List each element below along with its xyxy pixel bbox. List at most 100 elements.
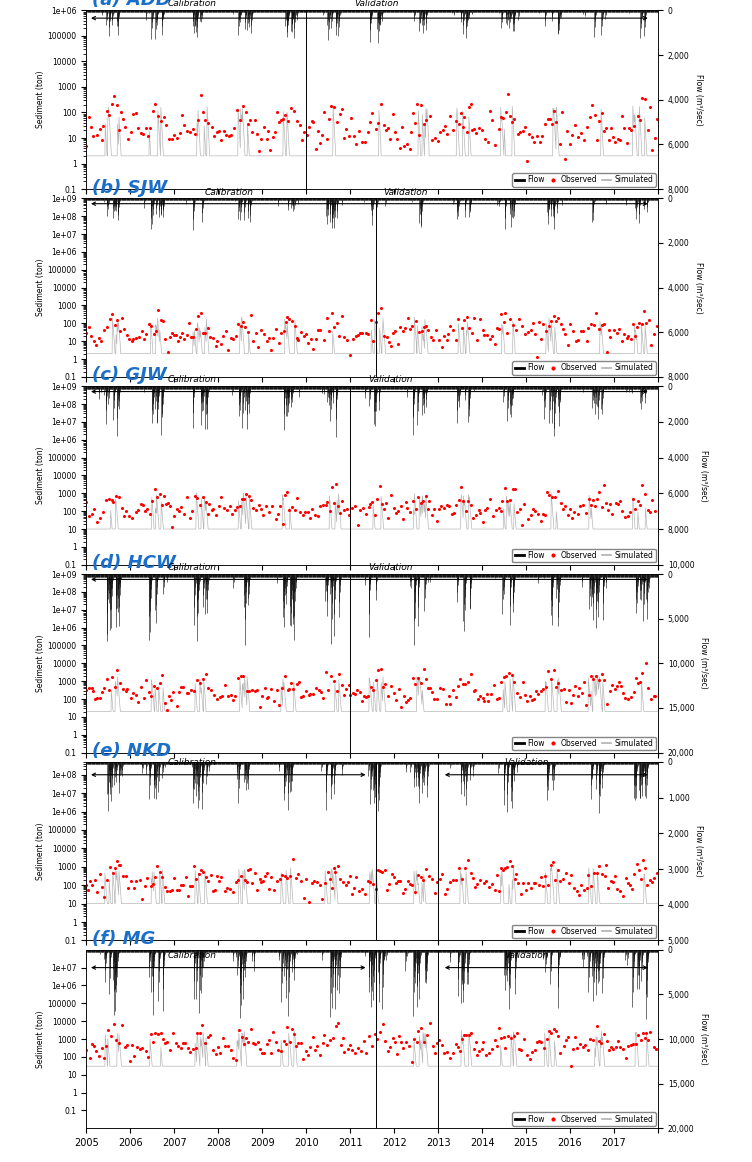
Point: [463, 98, 475, 116]
Point: [88, 1037, 100, 1055]
Point: [249, 110, 261, 129]
Point: [529, 502, 541, 521]
Point: [562, 1028, 575, 1047]
Point: [119, 1038, 131, 1056]
Point: [328, 98, 340, 116]
Point: [569, 116, 581, 135]
Point: [588, 316, 600, 335]
Point: [110, 487, 122, 505]
Point: [266, 497, 278, 516]
Point: [106, 304, 118, 323]
Point: [535, 867, 547, 885]
Point: [609, 867, 621, 885]
Point: [575, 123, 587, 142]
Point: [340, 680, 352, 698]
Point: [642, 501, 654, 519]
Point: [583, 489, 595, 508]
Point: [541, 109, 553, 128]
Point: [391, 1045, 403, 1063]
Point: [321, 1035, 333, 1054]
Point: [444, 317, 456, 336]
Point: [481, 500, 493, 518]
Point: [578, 321, 590, 339]
Point: [365, 679, 377, 697]
Point: [229, 501, 241, 519]
Point: [126, 332, 138, 351]
Point: [409, 675, 421, 694]
Point: [517, 673, 529, 691]
Point: [405, 1053, 417, 1071]
Point: [495, 304, 507, 323]
Point: [559, 150, 571, 168]
Point: [119, 117, 131, 136]
Point: [535, 330, 547, 349]
Point: [281, 483, 293, 502]
Point: [538, 505, 550, 524]
Point: [171, 697, 183, 716]
Point: [103, 106, 115, 124]
Point: [491, 318, 503, 337]
Point: [531, 347, 543, 366]
Point: [543, 1021, 555, 1040]
Point: [328, 672, 340, 690]
Point: [247, 331, 259, 350]
Text: Validation: Validation: [368, 375, 413, 385]
Point: [223, 127, 235, 145]
Point: [277, 109, 290, 128]
Point: [328, 859, 340, 877]
Point: [577, 495, 589, 514]
Point: [378, 327, 390, 345]
Point: [504, 492, 516, 510]
Point: [229, 1050, 241, 1069]
Point: [502, 85, 514, 103]
Point: [630, 668, 642, 687]
Point: [632, 1025, 644, 1043]
Point: [392, 872, 404, 890]
Point: [409, 114, 421, 132]
Point: [284, 309, 296, 328]
Point: [139, 501, 151, 519]
Point: [150, 480, 162, 498]
Point: [359, 324, 371, 343]
Point: [359, 884, 371, 903]
Point: [404, 874, 416, 892]
Point: [338, 1042, 350, 1061]
Point: [197, 103, 209, 122]
Point: [571, 1039, 583, 1057]
Point: [208, 500, 220, 518]
Point: [132, 119, 144, 137]
Y-axis label: Flow (m³/sec): Flow (m³/sec): [699, 638, 708, 689]
Point: [459, 502, 472, 521]
Point: [438, 498, 450, 517]
Point: [520, 881, 532, 899]
Point: [89, 870, 101, 889]
Point: [491, 689, 503, 708]
Point: [159, 330, 171, 349]
Point: [317, 330, 329, 349]
Point: [293, 503, 305, 522]
Point: [399, 493, 411, 511]
Point: [555, 494, 567, 512]
Point: [80, 493, 92, 511]
Point: [109, 677, 121, 696]
Point: [219, 882, 231, 901]
Point: [229, 687, 241, 705]
Point: [140, 119, 152, 137]
Text: Calibration: Calibration: [168, 952, 217, 961]
Point: [299, 889, 311, 908]
Point: [478, 691, 490, 710]
Point: [143, 314, 155, 332]
Point: [348, 878, 360, 897]
Point: [284, 1032, 296, 1050]
Point: [581, 117, 593, 136]
Point: [523, 1050, 535, 1069]
Point: [423, 867, 435, 885]
Point: [585, 496, 597, 515]
Point: [121, 680, 133, 698]
Point: [176, 106, 188, 124]
Point: [211, 867, 223, 885]
Point: [396, 697, 408, 716]
Point: [611, 494, 623, 512]
Point: [174, 1039, 186, 1057]
Point: [603, 131, 615, 150]
